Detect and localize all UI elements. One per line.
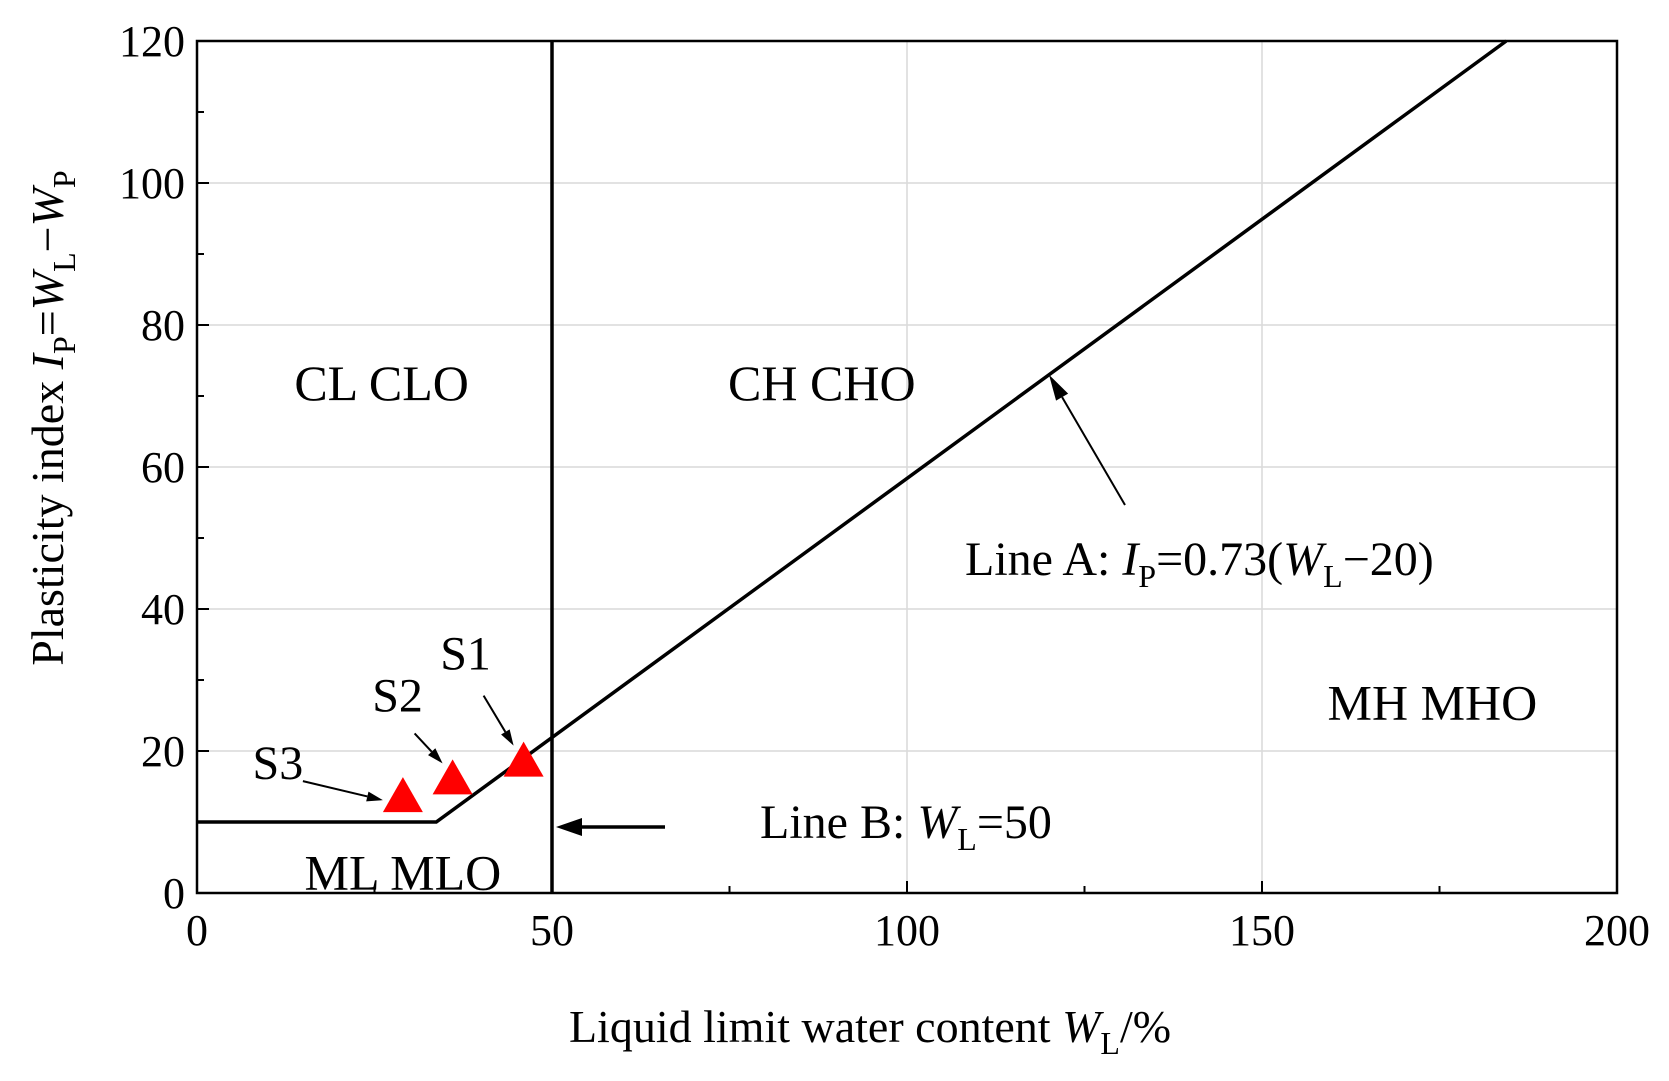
- line-a-arrow-shaft: [1061, 396, 1126, 506]
- x-tick-label: 100: [874, 906, 940, 955]
- point-label: S2: [372, 669, 423, 722]
- point-arrow-head: [366, 791, 383, 802]
- x-tick-label: 150: [1229, 906, 1295, 955]
- point-arrow-shaft: [302, 780, 368, 798]
- y-tick-label: 100: [119, 159, 185, 208]
- x-tick-label: 200: [1584, 906, 1650, 955]
- region-label: CL CLO: [294, 355, 469, 411]
- y-tick-label: 0: [163, 869, 185, 918]
- line-b-annotation: Line B: WL=50: [760, 796, 1052, 857]
- axis-ticks: 0 50 100 150 200 0 20 40 60 80 100 120: [119, 17, 1650, 955]
- x-tick-label: 50: [530, 906, 574, 955]
- grid: [197, 41, 1617, 893]
- y-tick-label: 120: [119, 17, 185, 66]
- line-a-annotation: Line A: IP=0.73(WL−20): [965, 533, 1434, 594]
- y-tick-label: 20: [141, 727, 185, 776]
- series-lines: [197, 39, 1508, 893]
- point-label: S3: [253, 737, 304, 790]
- region-label: ML MLO: [305, 845, 502, 901]
- y-tick-label: 60: [141, 443, 185, 492]
- region-label: CH CHO: [728, 355, 916, 411]
- point-label: S1: [440, 628, 491, 681]
- point-s1: [503, 741, 544, 777]
- x-axis-title: Liquid limit water content WL/%: [569, 1001, 1171, 1061]
- point-s3: [382, 777, 423, 813]
- point-arrow-head: [428, 748, 443, 764]
- line-a-arrow-head: [1049, 374, 1069, 401]
- region-label: MH MHO: [1328, 674, 1538, 730]
- y-tick-label: 80: [141, 301, 185, 350]
- y-tick-label: 40: [141, 585, 185, 634]
- y-axis-title: Plasticity index IP=WL−WP: [22, 170, 82, 665]
- annotation-arrows: [302, 374, 1126, 836]
- point-s2: [432, 759, 473, 795]
- series-line-a: [197, 39, 1508, 824]
- x-tick-label: 0: [186, 906, 208, 955]
- point-arrow-head: [501, 729, 514, 746]
- data-points: S1 S2 S3: [253, 628, 544, 813]
- point-arrow-shaft: [482, 695, 507, 733]
- point-arrow-shaft: [413, 732, 433, 753]
- line-b-arrow-head: [556, 818, 582, 836]
- region-labels: CL CLO CH CHO MH MHO ML MLO: [294, 355, 1537, 901]
